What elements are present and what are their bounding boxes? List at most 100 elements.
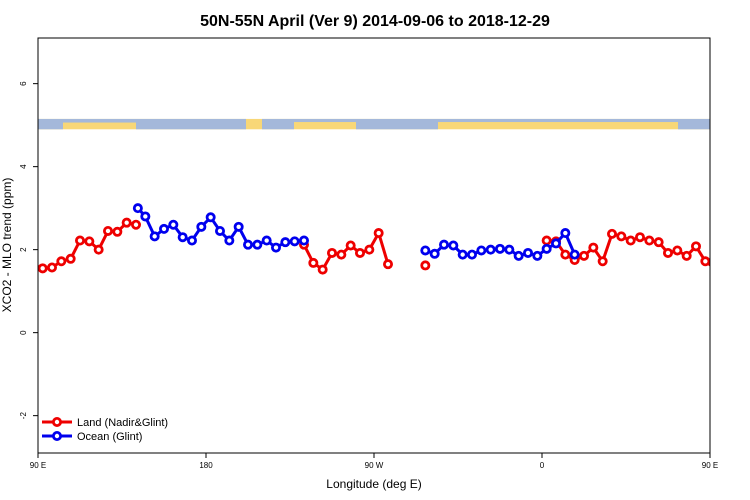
- land-nadir-glint-point: [541, 235, 552, 246]
- ocean-glint-point: [476, 245, 487, 256]
- land-nadir-glint-point: [720, 264, 727, 271]
- land-nadir-glint-point: [420, 260, 431, 271]
- land-nadir-glint-point: [691, 241, 702, 252]
- land-ocean-strip: [38, 118, 710, 130]
- ocean-band: [136, 118, 246, 130]
- land-nadir-glint-point: [579, 250, 590, 261]
- land-nadir-glint-point: [103, 225, 114, 236]
- ocean-glint-point: [429, 248, 440, 259]
- land-nadir-glint-point: [326, 247, 337, 258]
- ocean-glint-point: [466, 249, 477, 260]
- chart-title: 50N-55N April (Ver 9) 2014-09-06 to 2018…: [200, 13, 550, 30]
- ocean-band: [63, 118, 136, 123]
- land-nadir-glint-point: [354, 247, 365, 258]
- land-nadir-glint-point: [75, 235, 86, 246]
- land-nadir-glint-point: [597, 256, 608, 267]
- land-nadir-glint-point: [700, 256, 710, 267]
- land-nadir-glint-point: [625, 235, 636, 246]
- x-axis-label: Longitude (deg E): [326, 477, 421, 491]
- ocean-glint-point: [457, 249, 468, 260]
- land-nadir-glint-legend-label: Land (Nadir&Glint): [77, 417, 168, 429]
- ocean-glint-point: [569, 249, 580, 260]
- ocean-glint-point: [233, 221, 244, 232]
- ocean-glint-point: [261, 235, 272, 246]
- ocean-glint-point: [289, 236, 300, 247]
- y-tick-label: 2: [19, 247, 28, 252]
- y-axis: -2 0 2 4 6: [19, 81, 38, 419]
- land-nadir-glint-point: [47, 262, 58, 273]
- ocean-band: [38, 118, 63, 130]
- land-nadir-glint-point: [588, 242, 599, 253]
- ocean-glint-point: [438, 239, 449, 250]
- ocean-glint-point: [270, 242, 281, 253]
- ocean-glint-point: [280, 237, 291, 248]
- land-nadir-glint-point: [681, 250, 692, 261]
- land-nadir-glint-point: [38, 263, 48, 274]
- x-tick-label: 0: [540, 461, 545, 470]
- ocean-glint-point: [177, 232, 188, 243]
- ocean-glint-point: [448, 240, 459, 251]
- ocean-band: [438, 118, 678, 123]
- ocean-glint-point: [532, 250, 543, 261]
- y-tick-label: 0: [19, 330, 28, 335]
- land-nadir-glint-point: [84, 236, 95, 247]
- ocean-glint-point: [523, 247, 534, 258]
- land-nadir-glint-point: [616, 231, 627, 242]
- ocean-glint-legend-marker: [52, 430, 63, 441]
- x-tick-label: 90 W: [365, 461, 384, 470]
- ocean-band: [294, 118, 356, 123]
- ocean-glint-point: [298, 235, 309, 246]
- ocean-glint-point: [494, 243, 505, 254]
- land-nadir-glint-point: [130, 219, 141, 230]
- y-tick-label: -2: [19, 412, 28, 420]
- legend: Land (Nadir&Glint) Ocean (Glint): [42, 416, 168, 443]
- ocean-glint-point: [205, 212, 216, 223]
- land-nadir-glint-line: [302, 229, 390, 272]
- ocean-glint-point: [420, 245, 431, 256]
- land-nadir-glint-point: [709, 266, 710, 271]
- land-nadir-glint-legend-marker: [52, 416, 63, 427]
- ocean-glint-point: [504, 244, 515, 255]
- ocean-glint-point: [149, 231, 160, 242]
- y-axis-label: XCO2 - MLO trend (ppm): [0, 178, 14, 313]
- x-tick-label: 90 E: [702, 461, 718, 470]
- x-axis: 90 E 180 90 W 0 90 E: [30, 453, 718, 470]
- land-nadir-glint-point: [336, 249, 347, 260]
- x-tick-label: 90 E: [30, 461, 46, 470]
- land-nadir-glint-point: [121, 217, 132, 228]
- ocean-glint-point: [513, 250, 524, 261]
- land-nadir-glint-point: [382, 259, 393, 270]
- land-nadir-glint-point: [635, 232, 646, 243]
- ocean-glint-point: [541, 243, 552, 254]
- ocean-glint-point: [132, 203, 143, 214]
- land-nadir-glint-point: [607, 228, 618, 239]
- land-nadir-glint-point: [653, 237, 664, 248]
- y-tick-label: 6: [19, 81, 28, 86]
- series-layer: [38, 203, 737, 275]
- land-nadir-glint-point: [65, 253, 76, 264]
- ocean-glint-point: [168, 219, 179, 230]
- land-nadir-glint-point: [644, 235, 655, 246]
- ocean-band: [262, 118, 294, 130]
- land-nadir-glint-point: [730, 258, 737, 265]
- ocean-glint-point: [485, 244, 496, 255]
- ocean-glint-legend-label: Ocean (Glint): [77, 431, 142, 443]
- ocean-glint-point: [196, 221, 207, 232]
- ocean-glint-point: [551, 238, 562, 249]
- ocean-glint-point: [242, 239, 253, 250]
- land-nadir-glint-point: [56, 256, 67, 267]
- land-nadir-glint-point: [317, 264, 328, 275]
- ocean-band: [356, 118, 438, 130]
- land-nadir-glint-point: [364, 244, 375, 255]
- land-nadir-glint-point: [663, 247, 674, 258]
- land-nadir-glint-point: [93, 244, 104, 255]
- ocean-glint-point: [186, 235, 197, 246]
- land-nadir-glint-point: [373, 228, 384, 239]
- ocean-band: [678, 118, 710, 130]
- ocean-glint-point: [140, 211, 151, 222]
- land-nadir-glint-point: [672, 245, 683, 256]
- ocean-glint-point: [158, 223, 169, 234]
- land-nadir-glint-point: [308, 257, 319, 268]
- ocean-glint-point: [252, 239, 263, 250]
